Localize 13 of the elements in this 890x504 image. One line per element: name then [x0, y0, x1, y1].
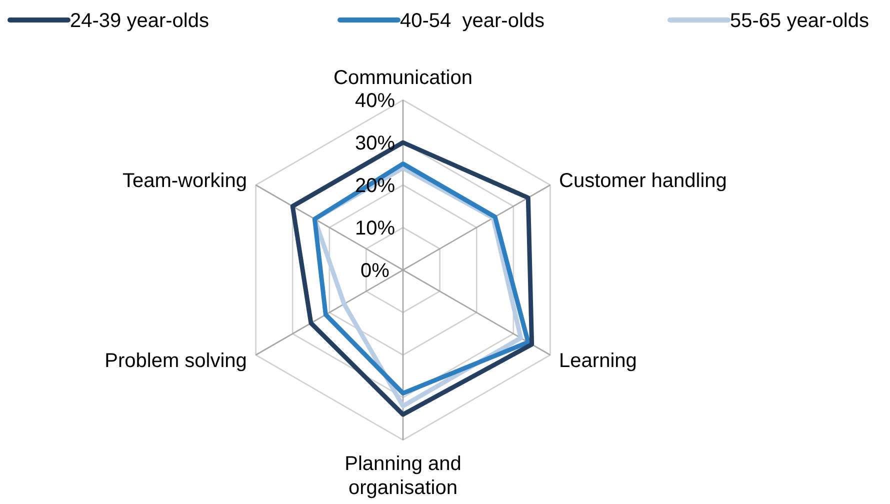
spoke-label: Customer handling: [559, 170, 727, 192]
legend-label: 55-65 year-olds: [730, 10, 869, 32]
y-tick-label: 30%: [354, 132, 396, 154]
legend-label: 24-39 year-olds: [70, 10, 209, 32]
y-tick-label: 0%: [360, 260, 390, 282]
spoke-label: Team-working: [122, 170, 247, 192]
spoke-label: Learning: [559, 350, 637, 372]
y-tick-label: 40%: [354, 90, 396, 112]
legend-label: 40-54 year-olds: [400, 10, 545, 32]
y-tick-label: 10%: [354, 218, 396, 240]
spoke-label: Planning and organisation: [344, 453, 462, 500]
spoke-label: Problem solving: [104, 350, 247, 372]
spoke-label: Communication: [334, 66, 472, 89]
